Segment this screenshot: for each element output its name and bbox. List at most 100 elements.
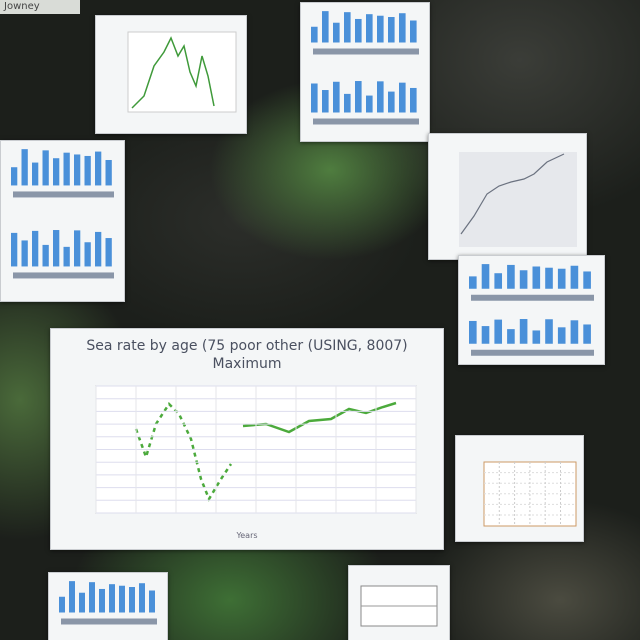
caption-block <box>13 272 114 279</box>
bar <box>69 581 75 613</box>
bar <box>388 17 395 43</box>
bar <box>21 240 28 267</box>
bar <box>355 81 362 113</box>
bar <box>519 270 528 289</box>
bar <box>119 585 125 613</box>
bar <box>507 329 515 344</box>
bar <box>311 83 318 113</box>
thumbnail-bar-chart <box>48 572 168 640</box>
bar <box>545 267 553 289</box>
bar <box>557 327 566 344</box>
bar <box>377 81 384 113</box>
plot-area <box>127 31 237 113</box>
bar <box>95 151 102 186</box>
bar <box>333 22 340 43</box>
bar <box>481 326 490 344</box>
bar <box>105 238 112 267</box>
thumbnail-diagram <box>348 565 450 640</box>
bar <box>583 271 591 289</box>
bar <box>84 242 91 267</box>
bar <box>557 268 566 289</box>
caption-block <box>61 618 157 625</box>
bar <box>53 230 60 267</box>
bar <box>11 167 18 186</box>
bar <box>74 230 81 267</box>
bar <box>570 320 579 344</box>
main-chart: Sea rate by age (75 poor other (USING, 8… <box>50 328 444 550</box>
thumbnail-plot <box>469 264 594 356</box>
caption-block <box>13 191 114 198</box>
bar <box>32 162 39 186</box>
bar <box>63 152 70 186</box>
x-axis-label: Years <box>236 531 258 540</box>
thumbnail-plot <box>311 11 419 125</box>
bar <box>469 276 477 289</box>
thumbnail-plot <box>127 31 237 113</box>
bar <box>410 87 417 113</box>
caption-block <box>471 294 594 301</box>
thumbnail-plot <box>59 581 157 625</box>
bar <box>481 264 490 289</box>
bar <box>84 155 91 186</box>
bar <box>333 81 340 113</box>
thumbnail-line-chart <box>428 133 587 260</box>
bar <box>63 246 70 267</box>
bar <box>322 90 329 113</box>
thumbnail-line-chart <box>95 15 247 134</box>
bar <box>89 582 95 613</box>
thumbnail-bar-chart <box>458 255 605 365</box>
bar <box>410 20 417 43</box>
bar <box>570 265 579 289</box>
bar <box>494 273 503 289</box>
bar <box>344 12 351 43</box>
bar <box>32 230 39 267</box>
bar <box>21 149 28 186</box>
caption-block <box>471 349 594 356</box>
bar <box>507 264 515 289</box>
bar <box>388 91 395 113</box>
chart-title: Sea rate by age (75 poor other (USING, 8… <box>86 338 408 372</box>
caption-block <box>313 48 419 55</box>
bar <box>583 324 591 344</box>
caption-block <box>313 118 419 125</box>
bar <box>109 584 115 613</box>
line <box>460 153 565 235</box>
thumbnail-plot <box>459 152 577 247</box>
bar <box>311 26 318 43</box>
bar <box>344 93 351 113</box>
bar <box>53 158 60 186</box>
thumbnail-grid-chart <box>455 435 584 542</box>
main-plot <box>95 385 417 514</box>
bar <box>59 596 65 613</box>
bar <box>519 319 528 344</box>
bar <box>149 590 155 613</box>
bar <box>322 11 329 43</box>
thumbnail-bar-chart <box>300 2 430 142</box>
bar <box>42 150 49 186</box>
bar <box>99 588 105 613</box>
bar <box>105 159 112 186</box>
bar <box>366 14 373 43</box>
bar <box>129 587 135 613</box>
bar <box>74 154 81 186</box>
bar <box>377 15 384 43</box>
thumbnail-plot <box>360 585 438 627</box>
bar <box>545 319 553 344</box>
bar <box>11 232 18 267</box>
bar <box>532 266 541 289</box>
bar <box>79 592 85 613</box>
bar <box>139 583 145 613</box>
bar <box>366 95 373 113</box>
bar <box>494 319 503 344</box>
bar <box>95 231 102 267</box>
line-segment <box>242 401 397 434</box>
thumbnail-plot <box>11 149 114 279</box>
bar <box>399 82 406 113</box>
corner-label: Jowney <box>0 0 80 14</box>
bar <box>469 320 477 344</box>
bar <box>399 13 406 43</box>
line <box>131 36 215 109</box>
bar <box>355 18 362 43</box>
thumbnail-plot <box>483 461 577 527</box>
